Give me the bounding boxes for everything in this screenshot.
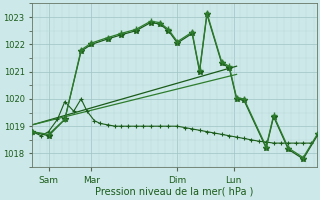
X-axis label: Pression niveau de la mer( hPa ): Pression niveau de la mer( hPa ) <box>95 187 253 197</box>
